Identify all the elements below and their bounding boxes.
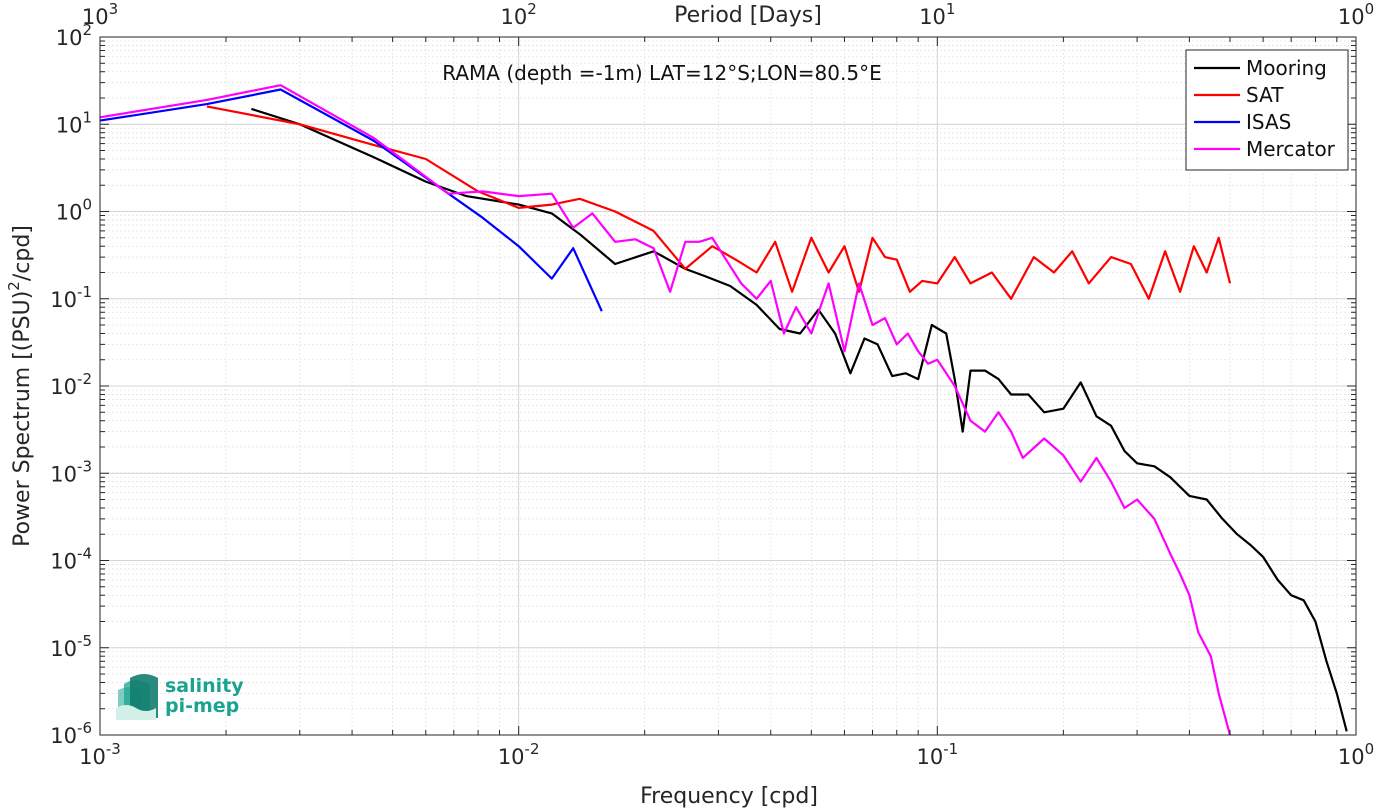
y-tick-label: 10-3 [50, 457, 92, 486]
x-tick-label: 10-1 [916, 740, 958, 769]
y-axis-label-main: Power Spectrum [(PSU) [10, 291, 35, 547]
series-line-mercator [99, 84, 1232, 736]
x-axis-label: Frequency [cpd] [640, 784, 818, 809]
logo-mark-icon [116, 674, 158, 720]
top-tick-label: 103 [82, 0, 118, 29]
logo-line2: pi-mep [165, 695, 239, 717]
x-tick-label: 100 [1338, 740, 1374, 769]
legend-label-isas: ISAS [1246, 110, 1291, 134]
y-tick-label: 10-4 [50, 545, 92, 574]
y-tick-label: 102 [56, 21, 92, 50]
chart-title: RAMA (depth =-1m) LAT=12°S;LON=80.5°E [442, 61, 881, 85]
salinity-pi-mep-logo: salinity pi-mep [116, 674, 244, 720]
y-tick-label: 10-5 [50, 632, 92, 661]
series-layer [99, 84, 1348, 736]
y-tick-label: 101 [56, 108, 92, 137]
y-tick-label: 10-2 [50, 370, 92, 399]
y-tick-label: 10-1 [50, 283, 92, 312]
series-line-isas [99, 88, 603, 312]
legend-label-sat: SAT [1246, 83, 1284, 107]
legend: Mooring SAT ISAS Mercator [1185, 49, 1349, 171]
top-tick-label: 101 [919, 0, 955, 29]
y-tick-label: 100 [56, 196, 92, 225]
legend-label-mooring: Mooring [1246, 56, 1327, 80]
legend-label-mercator: Mercator [1246, 137, 1336, 161]
tick-marks [99, 36, 1357, 736]
logo-line1: salinity [165, 675, 244, 697]
top-axis-label: Period [Days] [674, 3, 822, 28]
y-axis-label: Power Spectrum [(PSU)2/cpd] [5, 225, 35, 547]
y-tick-label: 10-6 [50, 719, 92, 748]
x-tick-label: 10-3 [79, 740, 121, 769]
x-tick-label: 10-2 [498, 740, 540, 769]
y-axis-label-exp: 2 [5, 281, 23, 291]
top-tick-label: 100 [1338, 0, 1374, 29]
series-line-sat [206, 105, 1232, 300]
y-axis-label-unit: /cpd] [10, 225, 35, 281]
top-tick-label: 102 [501, 0, 537, 29]
legend-box [1185, 49, 1349, 171]
